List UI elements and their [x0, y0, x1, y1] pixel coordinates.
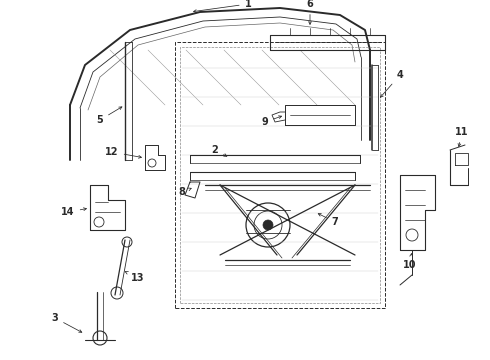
Circle shape	[406, 229, 418, 241]
Circle shape	[148, 159, 156, 167]
Text: 12: 12	[105, 147, 142, 158]
Circle shape	[94, 217, 104, 227]
Text: 13: 13	[125, 272, 145, 283]
Circle shape	[246, 203, 290, 247]
Text: 7: 7	[318, 213, 339, 227]
Text: 8: 8	[178, 187, 191, 197]
Circle shape	[263, 220, 273, 230]
Text: 5: 5	[97, 107, 122, 125]
Circle shape	[93, 331, 107, 345]
Text: 1: 1	[194, 0, 251, 13]
Text: 3: 3	[51, 313, 82, 332]
Text: 10: 10	[403, 253, 417, 270]
Text: 2: 2	[212, 145, 227, 156]
Text: 4: 4	[380, 70, 403, 97]
Circle shape	[254, 211, 282, 239]
Text: 6: 6	[307, 0, 314, 24]
Circle shape	[111, 287, 123, 299]
Text: 14: 14	[61, 207, 86, 217]
Text: 9: 9	[262, 116, 282, 127]
Circle shape	[122, 237, 132, 247]
Text: 11: 11	[455, 127, 469, 147]
